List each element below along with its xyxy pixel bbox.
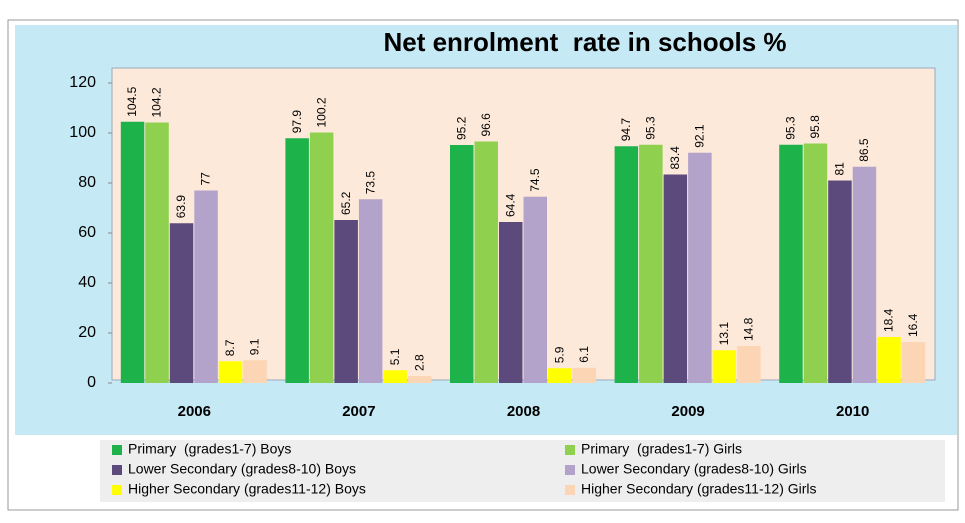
value-label: 94.7 [619,118,633,142]
bar [194,190,218,383]
bar [383,370,407,383]
bar [169,223,194,383]
value-label: 2.8 [412,354,426,371]
value-label: 5.9 [552,346,566,363]
bar [901,342,926,383]
bar [639,144,663,383]
bar [828,180,852,383]
value-label: 95.3 [784,116,798,140]
bar [145,122,169,383]
value-label: 5.1 [388,348,402,365]
value-label: 104.5 [125,86,139,116]
legend-swatch [565,465,575,475]
value-label: 95.2 [454,116,468,140]
value-label: 95.8 [808,115,822,139]
bar [548,368,572,383]
legend-label: Higher Secondary (grades11-12) Boys [128,481,366,497]
value-label: 73.5 [363,171,377,195]
legend-label: Primary (grades1-7) Boys [128,441,291,457]
bar [712,350,737,383]
legend-label: Higher Secondary (grades11-12) Girls [581,481,817,497]
y-tick-label: 120 [69,74,96,91]
bar [334,220,358,383]
bar [474,141,498,383]
x-tick-label: 2010 [836,403,869,420]
value-label: 92.1 [693,124,707,148]
y-tick-label: 20 [78,324,96,341]
bar [572,367,596,383]
legend-box [100,440,945,502]
value-label: 81 [833,162,847,176]
bar [663,174,688,383]
legend-label: Primary (grades1-7) Girls [581,441,742,457]
bar [218,361,243,383]
bar [499,222,523,383]
bar [309,132,334,383]
value-label: 9.1 [248,338,262,355]
value-label: 18.4 [882,308,896,332]
bar [523,196,547,383]
value-label: 64.4 [503,193,517,217]
x-tick-label: 2009 [671,403,704,420]
legend-swatch [112,445,122,455]
bar [803,143,828,383]
value-label: 63.9 [174,195,188,219]
y-tick-label: 0 [87,374,96,391]
value-label: 74.5 [528,168,542,192]
bar [852,166,877,383]
value-label: 96.6 [479,113,493,137]
value-label: 77 [199,172,213,186]
value-label: 83.4 [668,146,682,170]
legend-swatch [112,465,122,475]
value-label: 13.1 [717,322,731,346]
value-label: 104.2 [150,87,164,117]
bar [120,121,145,383]
value-label: 97.9 [290,110,304,134]
value-label: 95.3 [644,116,658,140]
bar [285,138,309,383]
y-tick-label: 80 [78,174,96,191]
bar [243,360,267,383]
value-label: 8.7 [223,339,237,356]
bar [614,146,639,383]
bar [358,199,383,383]
bar [779,144,803,383]
value-label: 86.5 [857,138,871,162]
legend-label: Lower Secondary (grades8-10) Girls [581,461,807,477]
value-label: 65.2 [339,191,353,215]
value-label: 16.4 [906,313,920,337]
bar [737,346,761,383]
x-tick-label: 2006 [178,403,211,420]
legend-swatch [565,485,575,495]
chart-title: Net enrolment rate in schools % [383,27,786,57]
value-label: 6.1 [577,346,591,363]
legend-swatch [565,445,575,455]
bar [450,145,474,383]
value-label: 14.8 [742,317,756,341]
legend-label: Lower Secondary (grades8-10) Boys [128,461,356,477]
bar [688,152,712,383]
y-tick-label: 60 [78,224,96,241]
x-tick-label: 2008 [507,403,540,420]
value-label: 100.2 [314,97,328,127]
legend-swatch [112,485,122,495]
x-tick-label: 2007 [342,403,375,420]
bar [407,376,432,383]
y-tick-label: 100 [69,124,96,141]
bar [877,337,901,383]
y-tick-label: 40 [78,274,96,291]
